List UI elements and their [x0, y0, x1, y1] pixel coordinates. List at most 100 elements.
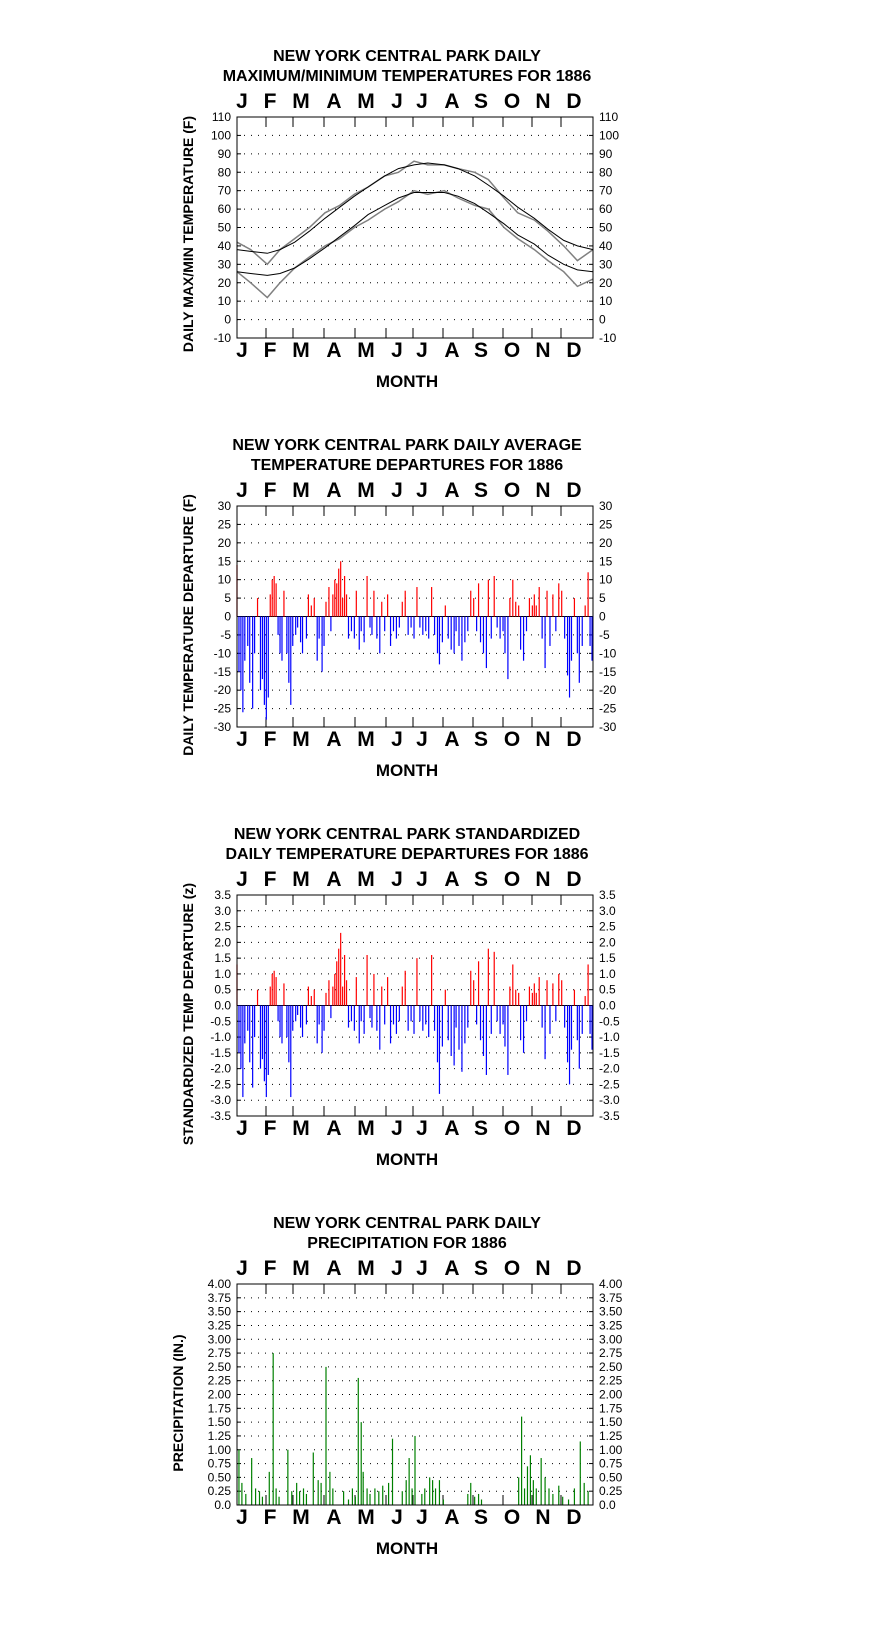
y-tick-label-left: 1.50	[208, 1415, 232, 1429]
month-label-bottom: M	[292, 728, 310, 751]
y-tick-label-right: 1.25	[599, 1429, 623, 1443]
y-tick-label-left: 10	[218, 294, 232, 308]
month-label-top: J	[391, 479, 403, 502]
chart-title-line1: NEW YORK CENTRAL PARK DAILY AVERAGE	[232, 437, 582, 454]
month-label-top: D	[566, 868, 581, 891]
y-tick-label-left: 0.25	[208, 1484, 232, 1498]
month-label-bottom: A	[444, 1117, 459, 1140]
month-label-bottom: A	[326, 1506, 341, 1529]
y-tick-label-left: -10	[214, 646, 232, 660]
month-label-bottom: O	[504, 1506, 520, 1529]
month-label-top: M	[292, 90, 310, 113]
month-label-top: N	[535, 90, 550, 113]
month-label-top: J	[416, 868, 428, 891]
month-label-top: A	[326, 90, 341, 113]
y-tick-label-right: 2.5	[599, 920, 616, 934]
temperature-departure-chart: NEW YORK CENTRAL PARK DAILY AVERAGE TEMP…	[180, 437, 617, 780]
month-label-top: J	[236, 90, 248, 113]
month-label-top: D	[566, 1257, 581, 1280]
y-tick-label-right: 60	[599, 202, 613, 216]
month-label-top: S	[474, 479, 488, 502]
month-label-bottom: J	[236, 728, 248, 751]
month-label-bottom: M	[357, 1117, 375, 1140]
y-tick-label-right: -2.5	[599, 1077, 620, 1091]
maxmin-temperature-chart: NEW YORK CENTRAL PARK DAILY MAXIMUM/MINI…	[180, 48, 619, 391]
y-tick-label-left: 5	[224, 591, 231, 605]
month-label-top: J	[416, 90, 428, 113]
y-tick-label-right: 3.50	[599, 1305, 623, 1319]
y-tick-label-left: -3.5	[210, 1109, 231, 1123]
month-label-top: J	[391, 90, 403, 113]
month-label-bottom: J	[416, 728, 428, 751]
y-tick-label-left: 2.75	[208, 1346, 232, 1360]
month-label-bottom: M	[357, 339, 375, 362]
y-tick-label-left: 60	[218, 202, 232, 216]
month-label-top: A	[444, 90, 459, 113]
month-label-bottom: A	[326, 728, 341, 751]
month-label-top: M	[357, 90, 375, 113]
y-tick-label-left: 100	[211, 128, 231, 142]
month-label-top: J	[416, 1257, 428, 1280]
y-tick-label-left: -20	[214, 683, 232, 697]
y-tick-label-right: 0	[599, 610, 606, 624]
y-tick-label-right: 2.75	[599, 1346, 623, 1360]
month-label-top: A	[326, 1257, 341, 1280]
y-tick-label-left: 25	[218, 517, 232, 531]
y-axis-label: STANDARDIZED TEMP DEPARTURE (z)	[180, 883, 196, 1145]
y-tick-label-right: 0.25	[599, 1484, 623, 1498]
y-tick-label-right: -0.5	[599, 1014, 620, 1028]
month-label-bottom: F	[264, 1117, 277, 1140]
y-tick-label-left: -1.5	[210, 1046, 231, 1060]
month-label-top: A	[444, 868, 459, 891]
y-tick-label-left: 1.5	[214, 951, 231, 965]
y-tick-label-left: 3.5	[214, 888, 231, 902]
month-label-bottom: A	[444, 1506, 459, 1529]
y-tick-label-left: 30	[218, 257, 232, 271]
month-label-bottom: J	[236, 1117, 248, 1140]
y-tick-label-left: -15	[214, 665, 232, 679]
chart-title-line1: NEW YORK CENTRAL PARK DAILY	[273, 1215, 541, 1232]
month-label-bottom: O	[504, 339, 520, 362]
chart-title-line2: MAXIMUM/MINIMUM TEMPERATURES FOR 1886	[223, 68, 592, 85]
month-label-bottom: O	[504, 728, 520, 751]
month-label-top: J	[236, 1257, 248, 1280]
y-tick-label-right: 0	[599, 313, 606, 327]
y-tick-label-left: -1.0	[210, 1030, 231, 1044]
month-label-bottom: D	[566, 1117, 581, 1140]
month-label-top: M	[292, 868, 310, 891]
month-label-bottom: J	[416, 1117, 428, 1140]
month-label-top: F	[264, 868, 277, 891]
plot-frame	[236, 1283, 594, 1506]
y-axis-label: PRECIPITATION (IN.)	[170, 1334, 186, 1471]
y-tick-label-right: 10	[599, 573, 613, 587]
y-tick-label-right: 90	[599, 147, 613, 161]
x-axis-label: MONTH	[376, 372, 438, 391]
month-label-bottom: F	[264, 1506, 277, 1529]
month-label-top: O	[504, 479, 520, 502]
y-tick-label-right: -25	[599, 702, 617, 716]
month-label-bottom: M	[292, 339, 310, 362]
y-tick-label-right: 1.5	[599, 951, 616, 965]
series-line-daily-max	[236, 160, 594, 266]
y-tick-label-left: 4.00	[208, 1277, 232, 1291]
y-tick-label-right: 2.25	[599, 1374, 623, 1388]
y-tick-label-left: 30	[218, 499, 232, 513]
month-label-top: N	[535, 479, 550, 502]
precipitation-chart: NEW YORK CENTRAL PARK DAILY PRECIPITATIO…	[170, 1215, 623, 1558]
month-label-top: F	[264, 479, 277, 502]
x-axis-label: MONTH	[376, 1150, 438, 1169]
standardized-departure-chart: NEW YORK CENTRAL PARK STANDARDIZED DAILY…	[180, 826, 620, 1169]
month-label-bottom: F	[264, 339, 277, 362]
month-label-bottom: F	[264, 728, 277, 751]
y-tick-label-right: -1.5	[599, 1046, 620, 1060]
y-tick-label-left: 2.50	[208, 1360, 232, 1374]
month-label-bottom: J	[416, 1506, 428, 1529]
month-label-top: M	[357, 479, 375, 502]
y-tick-label-left: 1.00	[208, 1443, 232, 1457]
month-label-bottom: M	[292, 1117, 310, 1140]
month-label-top: S	[474, 1257, 488, 1280]
y-tick-label-left: 3.25	[208, 1318, 232, 1332]
y-tick-label-right: 70	[599, 184, 613, 198]
y-tick-label-left: -25	[214, 702, 232, 716]
